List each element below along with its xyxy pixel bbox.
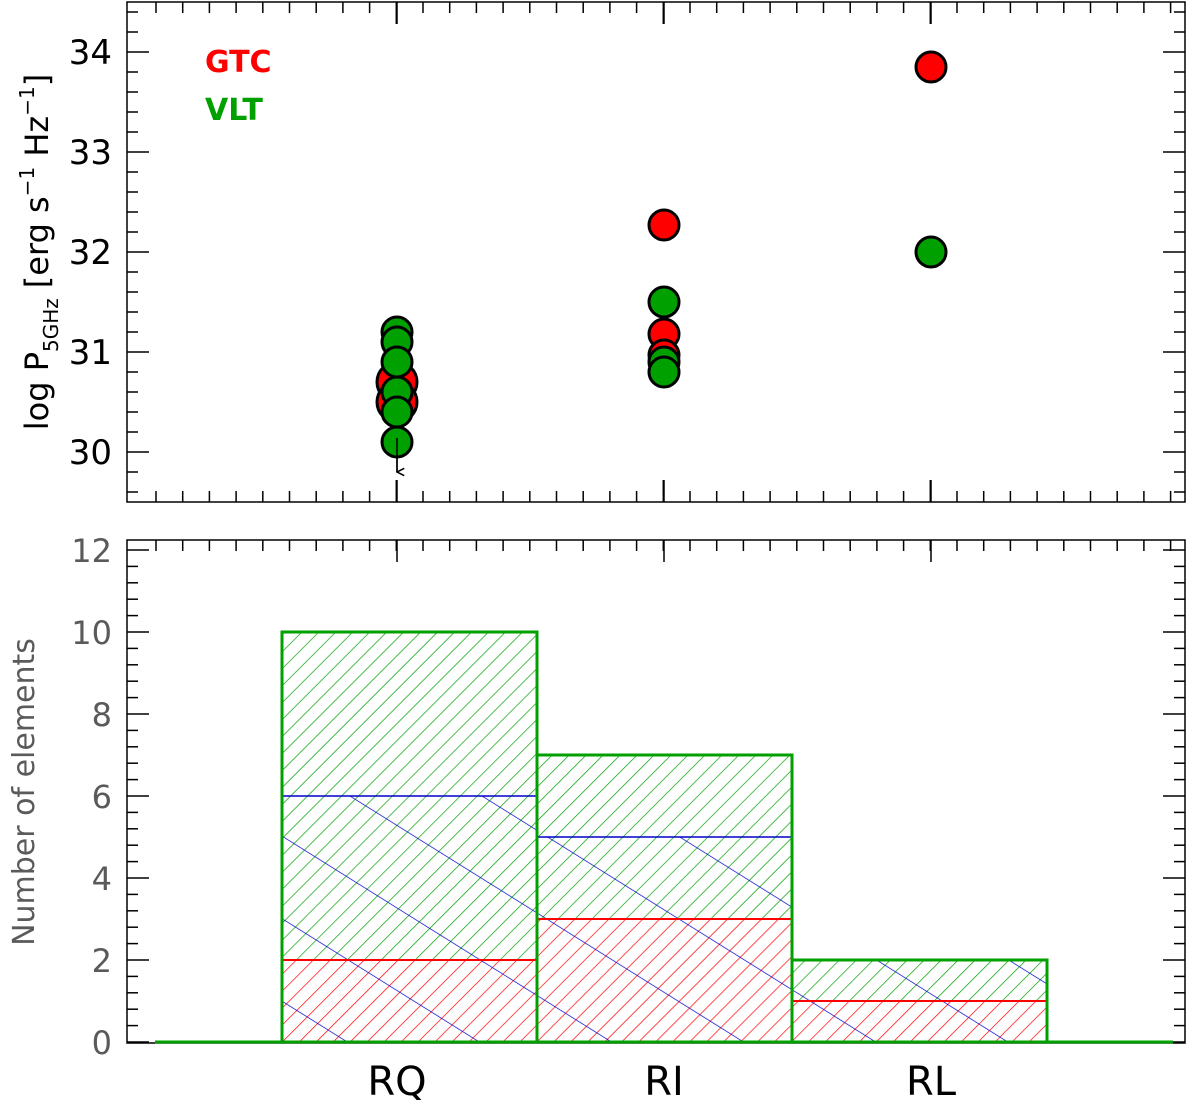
legend-vlt: VLT	[205, 93, 263, 128]
vlt-point	[647, 355, 681, 389]
y-tick-label: 34	[69, 33, 112, 73]
gtc-point	[914, 50, 948, 84]
vlt-point	[380, 395, 414, 429]
vlt-point	[647, 285, 681, 319]
category-labels: RQ RI RL	[367, 1059, 956, 1100]
y-tick-label: 4	[92, 860, 112, 898]
y-tick-label: 6	[92, 778, 112, 816]
legend-gtc: GTC	[205, 45, 272, 80]
bar-blue-ri	[537, 837, 792, 1042]
histogram-y-axis-label: Number of elements	[7, 638, 42, 946]
scatter-ticks	[127, 2, 1185, 502]
bar-blue-rq	[282, 796, 537, 1042]
y-tick-label: 10	[71, 614, 112, 652]
histogram-ticks	[127, 540, 1185, 1043]
y-tick-label: 8	[92, 696, 112, 734]
category-label-rl: RL	[906, 1059, 957, 1100]
y-tick-label: 2	[92, 942, 112, 980]
y-tick-label: 31	[69, 333, 112, 373]
y-tick-label: 12	[71, 532, 112, 570]
histogram-panel: 0 2 4 6 8 10 12 Number of elements RQ RI RL	[7, 532, 1186, 1100]
gtc-point	[647, 208, 681, 242]
y-tick-label: 0	[92, 1024, 112, 1062]
scatter-panel: 30 31 32 33 34 log P5GHz[erg s−1 Hz−1] GTC V…	[15, 1, 1186, 503]
histogram-y-tick-labels: 0 2 4 6 8 10 12	[71, 532, 112, 1062]
vlt-point	[914, 235, 948, 269]
category-label-rq: RQ	[367, 1059, 426, 1100]
y-tick-label: 30	[69, 433, 112, 473]
category-label-ri: RI	[644, 1059, 684, 1100]
scatter-y-axis-label: log P5GHz[erg s−1 Hz−1]	[15, 74, 63, 430]
histogram-bars	[155, 630, 1173, 1044]
scatter-plot-frame	[126, 1, 1186, 503]
y-tick-label: 33	[69, 133, 112, 173]
scatter-legend: GTC VLT	[205, 45, 272, 128]
scatter-points	[375, 50, 948, 472]
vlt-point	[380, 345, 414, 379]
y-tick-label: 32	[69, 233, 112, 273]
scatter-y-tick-labels: 30 31 32 33 34	[69, 33, 112, 473]
